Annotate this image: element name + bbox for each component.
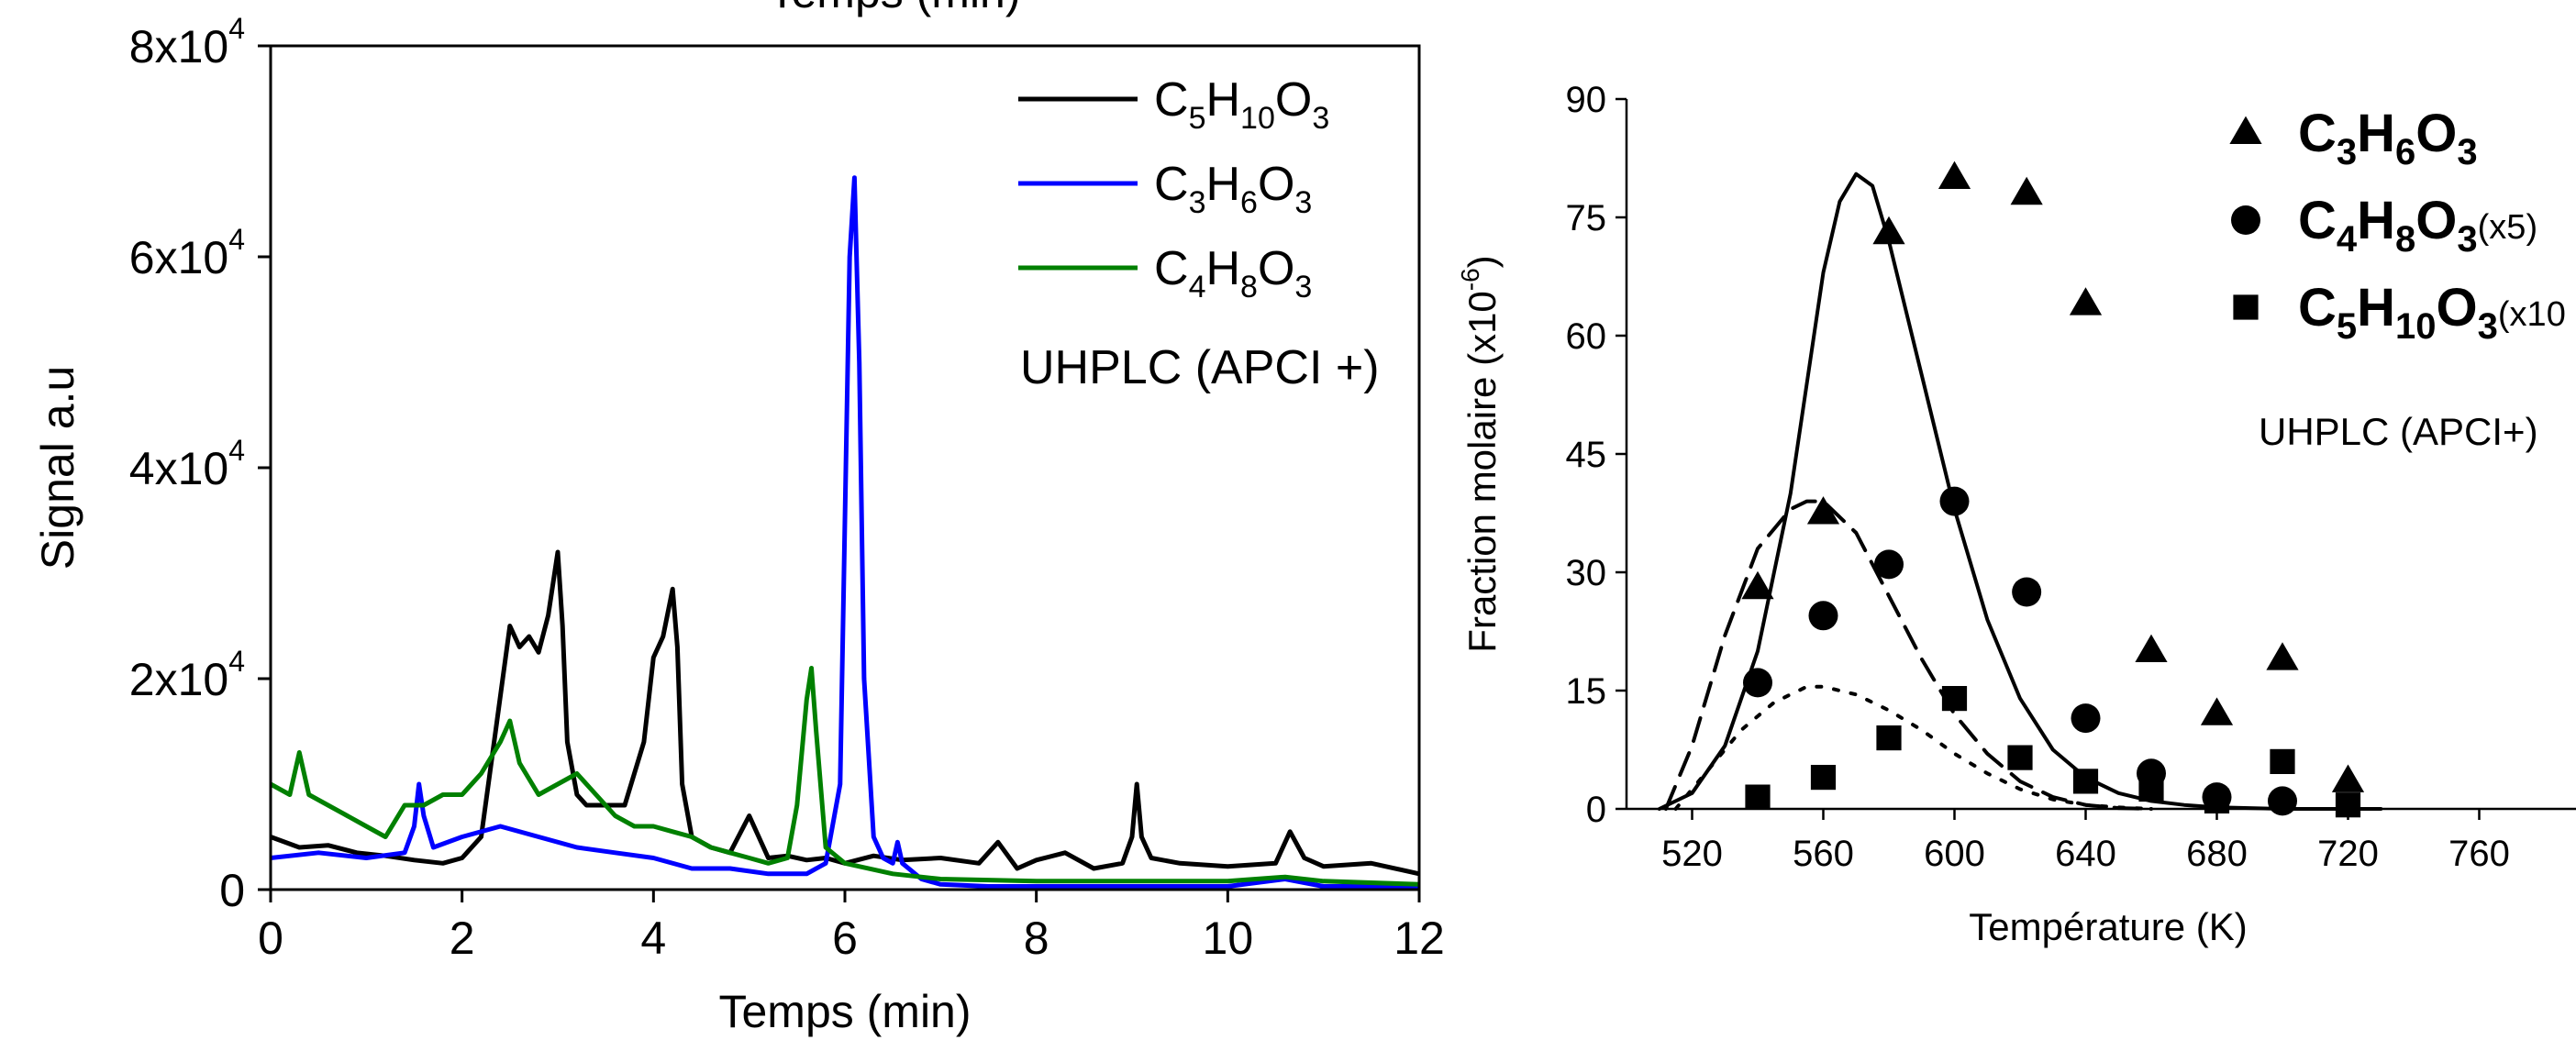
chromatogram-series-group bbox=[269, 175, 1420, 889]
x-tick-label: 12 bbox=[1393, 913, 1445, 964]
y-axis-label: Fraction molaire (x10-6) bbox=[1456, 255, 1504, 652]
y-tick-label: 45 bbox=[1566, 435, 1607, 475]
y-tick-label: 6x104 bbox=[129, 223, 245, 283]
x-tick-label: 0 bbox=[258, 913, 283, 964]
x-tick-label: 4 bbox=[640, 913, 666, 964]
chromatogram-chart: Temps (min) 0 2 4 6 8 10 12 0 2x104 4x104 6x104 8x… bbox=[32, 0, 1445, 1037]
x-tick-label: 720 bbox=[2317, 834, 2379, 874]
x-axis-label: Temps (min) bbox=[718, 986, 971, 1037]
molar-fraction-chart: 520 560 600 640 680 720 760 0 15 30 45 60 75 90 Temp… bbox=[1456, 80, 2576, 948]
data-point-circle bbox=[2268, 786, 2297, 816]
x-tick-label: 560 bbox=[1793, 834, 1854, 874]
x-tick-label: 640 bbox=[2055, 834, 2116, 874]
y-tick-label: 60 bbox=[1566, 316, 1607, 357]
y-tick-label: 4x104 bbox=[129, 434, 245, 494]
model-curves-group bbox=[1657, 171, 2383, 811]
series-line-1 bbox=[270, 175, 1419, 889]
y-tick-label: 75 bbox=[1566, 198, 1607, 238]
data-point-circle bbox=[1939, 486, 1970, 516]
experimental-points-group bbox=[1741, 160, 2365, 818]
legend: C3H6O3 C4H8O3(x5) C5H10O3(x10 UHPLC (APCI+) bbox=[2229, 104, 2566, 453]
legend-entry-label: C3H6O3 bbox=[2298, 104, 2478, 172]
x-tick-label: 520 bbox=[1661, 834, 1723, 874]
series-line-2 bbox=[269, 666, 1420, 887]
data-point-triangle bbox=[1741, 570, 1774, 600]
data-point-square bbox=[1876, 725, 1902, 751]
data-point-square bbox=[1941, 686, 1968, 712]
x-ticks: 520 560 600 640 680 720 760 bbox=[1661, 809, 2510, 874]
data-point-circle bbox=[1874, 549, 1904, 580]
data-point-square bbox=[2138, 776, 2164, 802]
legend-marker-square bbox=[2233, 294, 2259, 320]
data-point-triangle bbox=[2135, 634, 2168, 662]
data-point-triangle bbox=[2069, 287, 2103, 315]
data-point-square bbox=[2072, 769, 2099, 794]
x-tick-label: 600 bbox=[1924, 834, 1985, 874]
data-point-triangle bbox=[1806, 496, 1840, 525]
data-point-square bbox=[1745, 784, 1771, 810]
x-axis-label: Température (K) bbox=[1969, 905, 2247, 948]
y-tick-label: 0 bbox=[219, 865, 245, 916]
legend-marker-circle bbox=[2231, 205, 2260, 235]
data-point-triangle bbox=[2266, 642, 2299, 670]
data-point-triangle bbox=[1872, 216, 1905, 245]
data-point-square bbox=[2007, 745, 2033, 770]
legend-entry-label: C3H6O3 bbox=[1154, 158, 1312, 220]
y-tick-label: 90 bbox=[1566, 80, 1607, 120]
x-tick-label: 760 bbox=[2448, 834, 2510, 874]
data-point-triangle bbox=[2200, 697, 2234, 725]
top-axis-label: Temps (min) bbox=[768, 0, 1020, 17]
data-point-circle bbox=[2071, 703, 2101, 734]
y-tick-label: 15 bbox=[1566, 671, 1607, 712]
data-point-circle bbox=[2012, 577, 2042, 607]
model-curve-dashed bbox=[1663, 499, 2153, 811]
legend-note: UHPLC (APCI+) bbox=[2259, 410, 2538, 453]
y-ticks: 0 15 30 45 60 75 90 bbox=[1566, 80, 1627, 830]
legend-entry-label: C4H8O3(x5) bbox=[2298, 191, 2537, 260]
legend-entry-label: C5H10O3 bbox=[1154, 73, 1329, 136]
legend-entry-label: C5H10O3(x10 bbox=[2298, 278, 2566, 347]
data-point-square bbox=[2270, 748, 2295, 774]
data-point-triangle bbox=[2331, 764, 2365, 792]
model-curve-solid bbox=[1657, 171, 2383, 811]
legend-entry-label: C4H8O3 bbox=[1154, 242, 1312, 304]
y-tick-label: 8x104 bbox=[129, 12, 245, 72]
data-point-triangle bbox=[2010, 176, 2043, 205]
y-tick-label: 2x104 bbox=[129, 645, 245, 705]
x-ticks: 0 2 4 6 8 10 12 bbox=[258, 890, 1445, 964]
y-axis-label: Signal a.u bbox=[32, 366, 83, 570]
y-ticks: 0 2x104 4x104 6x104 8x104 bbox=[129, 12, 271, 916]
x-tick-label: 680 bbox=[2186, 834, 2248, 874]
legend: C5H10O3 C3H6O3 C4H8O3 UHPLC (APCI +) bbox=[1018, 73, 1380, 394]
x-tick-label: 6 bbox=[832, 913, 858, 964]
data-point-circle bbox=[1808, 601, 1838, 631]
model-curve-dotted bbox=[1673, 684, 2153, 811]
x-tick-label: 8 bbox=[1024, 913, 1049, 964]
data-point-square bbox=[1810, 765, 1837, 791]
legend-marker-triangle bbox=[2229, 116, 2262, 144]
x-tick-label: 10 bbox=[1203, 913, 1254, 964]
y-tick-label: 0 bbox=[1586, 790, 1606, 830]
y-tick-label: 30 bbox=[1566, 553, 1607, 593]
data-point-circle bbox=[1743, 668, 1772, 698]
legend-note: UHPLC (APCI +) bbox=[1020, 341, 1380, 394]
x-tick-label: 2 bbox=[450, 913, 475, 964]
data-point-triangle bbox=[1938, 160, 1971, 189]
